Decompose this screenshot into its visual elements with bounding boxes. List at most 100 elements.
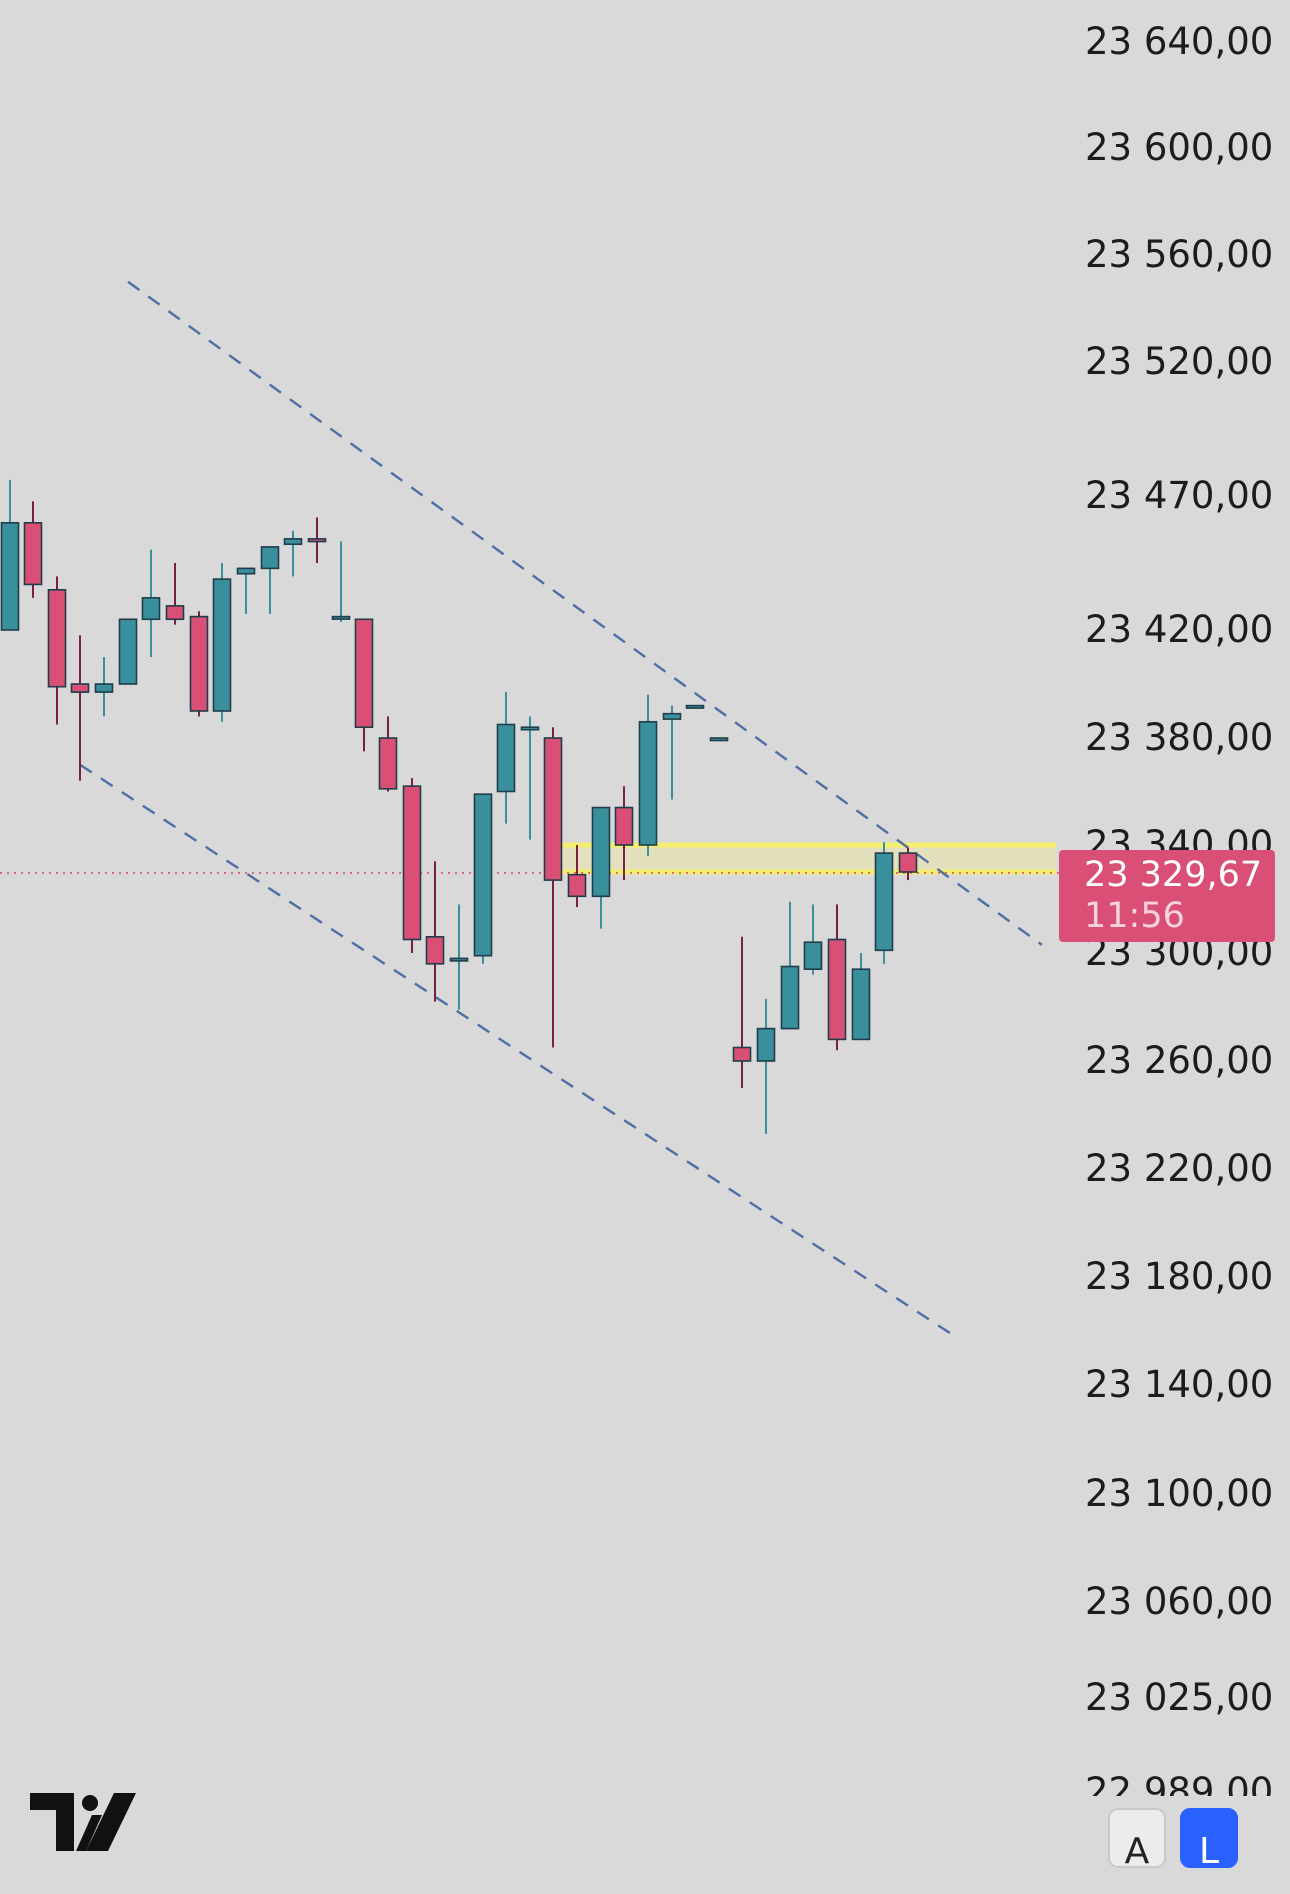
candle — [709, 737, 729, 742]
candle — [449, 904, 469, 1010]
candle — [614, 786, 634, 881]
candle — [354, 618, 374, 752]
candle — [212, 563, 232, 722]
price-axis-label: 23 520,00 — [1085, 340, 1274, 383]
candle-body — [732, 1046, 752, 1062]
candle-body — [23, 521, 43, 586]
candle — [307, 517, 327, 563]
candle — [0, 479, 20, 631]
tradingview-logo[interactable] — [30, 1793, 136, 1851]
candle — [141, 549, 161, 657]
candle-body — [638, 720, 658, 846]
candle — [520, 716, 540, 840]
candle — [236, 567, 256, 614]
candle-body — [473, 793, 493, 957]
candle-body — [591, 806, 611, 898]
candle — [685, 704, 705, 709]
candle-body — [496, 723, 516, 793]
candle — [638, 694, 658, 856]
candle — [543, 727, 563, 1048]
candle — [827, 904, 847, 1051]
candle-body — [567, 873, 587, 898]
candle — [260, 546, 280, 614]
candle-body — [449, 957, 469, 962]
candle — [756, 998, 776, 1134]
candle-body — [47, 588, 67, 688]
candle — [70, 635, 90, 781]
candle — [662, 705, 682, 800]
axis-clip — [1060, 1796, 1290, 1851]
highlight-zone-layer — [552, 842, 1056, 875]
upper-trend-line — [127, 280, 1043, 946]
candle-body — [236, 567, 256, 575]
candle — [189, 611, 209, 717]
price-axis-label: 23 380,00 — [1085, 716, 1274, 759]
candle-body — [780, 965, 800, 1030]
price-axis-label: 23 220,00 — [1085, 1147, 1274, 1190]
candle-body — [614, 806, 634, 846]
candle-body — [709, 737, 729, 742]
candle — [402, 778, 422, 953]
candle — [496, 692, 516, 824]
price-axis-label: 23 100,00 — [1085, 1472, 1274, 1515]
current-price-value: 23 329,67 — [1084, 855, 1263, 895]
price-axis-label: 23 600,00 — [1085, 126, 1274, 169]
price-axis-label: 23 560,00 — [1085, 233, 1274, 276]
candle — [23, 501, 43, 598]
candle-body — [283, 538, 303, 546]
candles-layer — [0, 479, 918, 1134]
candle-body — [898, 852, 918, 873]
candle — [331, 541, 351, 622]
candle-body — [402, 785, 422, 941]
candle-body — [94, 683, 114, 693]
candle — [94, 657, 114, 717]
candle-body — [425, 935, 445, 965]
candle — [567, 845, 587, 908]
candle-body — [756, 1027, 776, 1062]
candle-body — [118, 618, 138, 685]
candle — [591, 806, 611, 929]
candle-body — [520, 726, 540, 731]
candle — [283, 530, 303, 577]
candle-body — [260, 546, 280, 570]
candle-body — [685, 704, 705, 709]
candle-body — [354, 618, 374, 729]
log-scale-button[interactable]: L — [1180, 1808, 1238, 1872]
candle-body — [0, 521, 20, 631]
price-axis-label: 23 140,00 — [1085, 1363, 1274, 1406]
bar-countdown: 11:56 — [1084, 896, 1185, 936]
candle-body — [662, 712, 682, 720]
candle-body — [874, 852, 894, 952]
candlestick-chart[interactable] — [0, 0, 1290, 1851]
price-axis-label: 23 260,00 — [1085, 1039, 1274, 1082]
candle — [803, 904, 823, 975]
candle-body — [378, 737, 398, 790]
candle — [47, 576, 67, 725]
candle-body — [543, 737, 563, 881]
price-axis-label: 23 180,00 — [1085, 1255, 1274, 1298]
candle — [165, 563, 185, 625]
highlight-zone — [552, 845, 1056, 872]
candle — [780, 901, 800, 1030]
candle-body — [331, 615, 351, 620]
candle-body — [307, 538, 327, 543]
candle — [118, 618, 138, 685]
candle-body — [827, 938, 847, 1041]
price-axis-label: 23 470,00 — [1085, 474, 1274, 517]
price-axis-label: 23 640,00 — [1085, 20, 1274, 63]
price-axis-label: 23 420,00 — [1085, 608, 1274, 651]
candle — [898, 847, 918, 881]
candle-body — [803, 941, 823, 971]
price-axis-label: 23 060,00 — [1085, 1580, 1274, 1623]
candle — [732, 936, 752, 1088]
candle — [874, 842, 894, 964]
candle-body — [70, 683, 90, 693]
candle — [851, 953, 871, 1041]
price-axis-label: 23 025,00 — [1085, 1676, 1274, 1719]
candle-body — [141, 597, 161, 621]
candle-body — [165, 605, 185, 621]
candle — [425, 861, 445, 1002]
candle-body — [189, 615, 209, 712]
auto-scale-button[interactable]: A — [1108, 1808, 1166, 1872]
